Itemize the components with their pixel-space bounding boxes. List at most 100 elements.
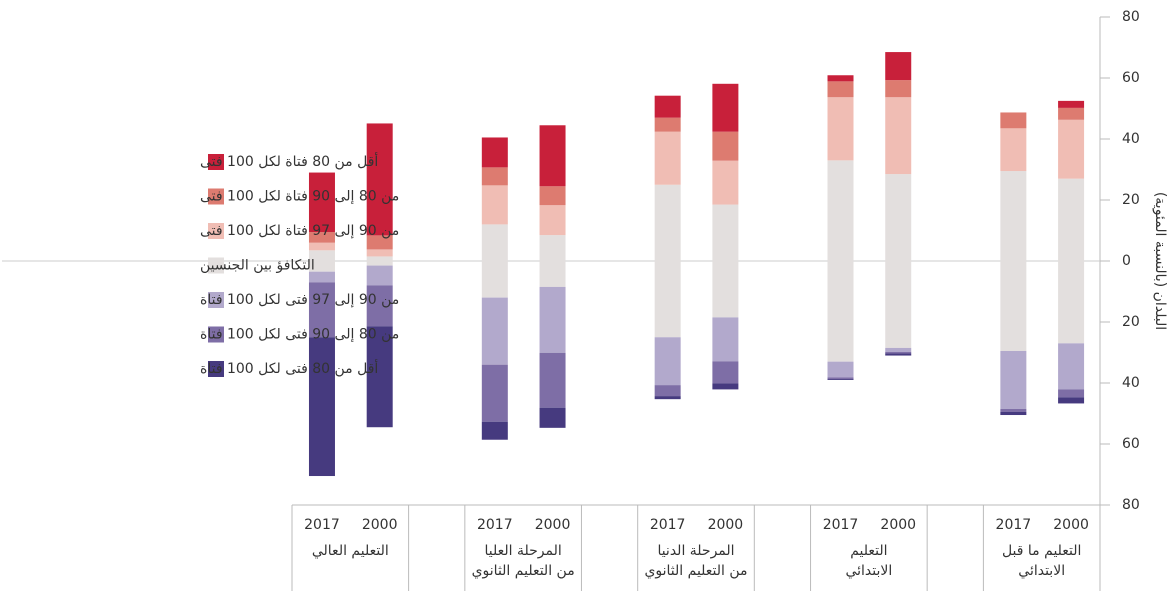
bar-segment xyxy=(712,131,739,161)
bar-segment xyxy=(366,326,393,428)
legend-swatch xyxy=(208,223,224,239)
bar-segment xyxy=(885,351,912,354)
bar-segment xyxy=(366,123,393,236)
bar-segment xyxy=(1000,350,1027,409)
bar-segment xyxy=(366,256,393,266)
bar-segment xyxy=(827,377,854,380)
bar-segment xyxy=(366,249,393,257)
y-tick-label: 80 xyxy=(1122,497,1140,513)
group-label: من التعليم الثانوي xyxy=(472,563,575,579)
legend-swatch xyxy=(208,188,224,205)
legend-label: أقل من 80 فتى لكل 100 فتاة xyxy=(200,359,378,377)
bar-segment xyxy=(885,97,912,175)
bar-segment xyxy=(885,174,912,348)
bar-segment xyxy=(1058,107,1085,120)
bar-segment xyxy=(1000,128,1027,172)
bar-segment xyxy=(827,81,854,98)
bar-segment xyxy=(827,75,854,82)
x-tick-label: 2000 xyxy=(535,517,571,533)
bar-segment xyxy=(827,160,854,362)
bar-segment xyxy=(1058,100,1085,108)
group-label: التعليم ما قبل xyxy=(1002,543,1082,559)
y-tick-label: 60 xyxy=(1122,70,1140,86)
bar-segment xyxy=(1058,178,1085,344)
group-label: المرحلة الدنيا xyxy=(657,543,734,559)
legend-swatch xyxy=(208,257,224,274)
bar-segment xyxy=(712,160,739,205)
bar-segment xyxy=(654,95,681,118)
group-label: المرحلة العليا xyxy=(485,543,562,559)
group-label: الابتدائي xyxy=(845,563,892,579)
bar-segment xyxy=(1058,343,1085,390)
bar-segment xyxy=(712,204,739,318)
bar-segment xyxy=(539,407,566,428)
bar-segment xyxy=(827,97,854,161)
bar-segment xyxy=(712,383,739,390)
bar-segment xyxy=(1000,171,1027,351)
bar-segment xyxy=(885,347,912,352)
bar-segment xyxy=(885,52,912,81)
y-tick-label: 40 xyxy=(1122,375,1140,391)
y-tick-label: 40 xyxy=(1122,131,1140,147)
bar-segment xyxy=(1058,389,1085,398)
bar-segment xyxy=(308,172,335,233)
legend-swatch xyxy=(208,292,224,308)
bar-segment xyxy=(654,396,681,400)
bar-segment xyxy=(1058,397,1085,404)
bar-segment xyxy=(1000,411,1027,416)
bar-segment xyxy=(308,242,335,251)
bar-segment xyxy=(481,421,508,440)
x-tick-label: 2017 xyxy=(650,517,686,533)
bar-segment xyxy=(481,167,508,186)
bar-segment xyxy=(1058,119,1085,179)
legend-label: من 80 إلى 90 فتاة لكل 100 فتى xyxy=(200,189,399,205)
bar-segment xyxy=(481,137,508,168)
legend-swatch xyxy=(208,154,224,170)
legend-label: من 80 إلى 90 فتى لكل 100 فتاة xyxy=(200,327,399,343)
bar-segment xyxy=(712,317,739,362)
legend-swatch xyxy=(208,361,224,377)
bar-segment xyxy=(539,352,566,408)
y-tick-label: 80 xyxy=(1122,9,1140,25)
bar-segment xyxy=(539,235,566,287)
bar-segment xyxy=(481,224,508,298)
bar-segment xyxy=(481,364,508,422)
bar-segment xyxy=(712,361,739,384)
legend-label: من 90 إلى 97 فتاة لكل 100 فتى xyxy=(200,223,399,239)
bar-segment xyxy=(366,265,393,286)
bar-segment xyxy=(481,297,508,365)
bar-segment xyxy=(539,286,566,353)
group-label: الابتدائي xyxy=(1018,563,1065,579)
bar-segment xyxy=(308,282,335,338)
bar-segment xyxy=(654,184,681,338)
bar-segment xyxy=(366,235,393,250)
y-tick-label: 0 xyxy=(1122,253,1131,269)
x-tick-label: 2000 xyxy=(362,517,398,533)
bar-segment xyxy=(712,83,739,132)
y-tick-label: 20 xyxy=(1122,314,1140,330)
legend-label: أقل من 80 فتاة لكل 100 فتى xyxy=(200,152,378,170)
group-label: من التعليم الثانوي xyxy=(644,563,747,579)
bar-segment xyxy=(654,385,681,397)
bar-segment xyxy=(539,205,566,236)
y-axis-label: البلدان (بالنسبة المئوية) xyxy=(1152,192,1168,330)
bar-segment xyxy=(308,250,335,272)
bar-segment xyxy=(481,185,508,225)
bar-segment xyxy=(366,285,393,327)
x-tick-label: 2017 xyxy=(477,517,513,533)
x-tick-label: 2000 xyxy=(708,517,744,533)
group-label: التعليم xyxy=(850,543,887,559)
bar-segment xyxy=(308,232,335,243)
bar-segment xyxy=(1000,408,1027,412)
bar-segment xyxy=(654,131,681,185)
group-label: التعليم العالي xyxy=(312,543,389,559)
bar-segment xyxy=(827,361,854,378)
x-tick-label: 2017 xyxy=(823,517,859,533)
bar-segment xyxy=(654,337,681,386)
legend-label: التكافؤ بين الجنسين xyxy=(200,258,315,274)
legend-label: من 90 إلى 97 فتى لكل 100 فتاة xyxy=(200,292,399,308)
x-tick-label: 2000 xyxy=(880,517,916,533)
bar-segment xyxy=(308,337,335,477)
y-tick-label: 60 xyxy=(1122,436,1140,452)
